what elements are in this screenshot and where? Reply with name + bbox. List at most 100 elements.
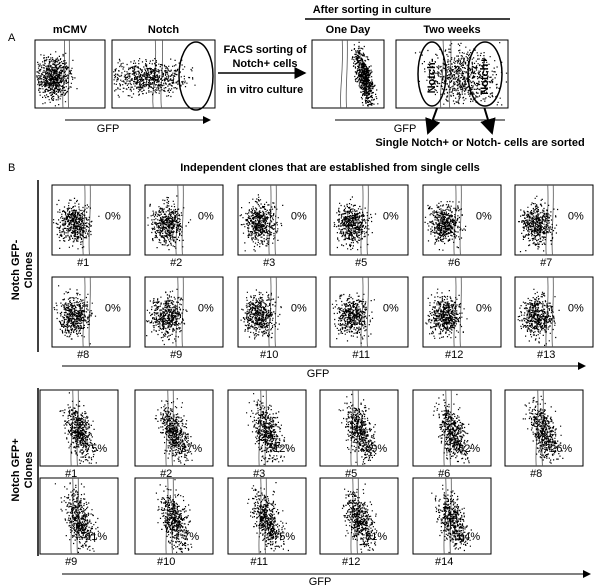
clone-id: #11 [352, 349, 370, 361]
scatter-cloud [431, 484, 472, 554]
gate [360, 184, 364, 256]
gate-label: Notch- [426, 58, 438, 93]
gate [459, 184, 462, 256]
gate [258, 389, 262, 467]
scatter-cloud [432, 393, 473, 464]
gate [181, 276, 184, 348]
clone-percent: 0% [568, 210, 584, 222]
plot-title: Two weeks [423, 24, 480, 36]
clone-percent: 0% [105, 210, 121, 222]
gate-ellipse [467, 41, 503, 107]
scatter-cloud [424, 200, 467, 251]
gate [345, 39, 348, 109]
plot-frame [514, 184, 594, 256]
clone-percent: 26% [550, 443, 572, 455]
clone-percent: 0% [291, 302, 307, 314]
clone-percent: 0% [105, 302, 121, 314]
clone-percent: 62% [458, 443, 480, 455]
sort-text: in vitro culture [227, 84, 303, 96]
gate [274, 276, 277, 348]
panel-label: A [8, 32, 16, 44]
gate [82, 276, 86, 348]
plot-frame [51, 184, 131, 256]
scatter-cloud [331, 292, 375, 344]
gate [340, 39, 343, 109]
panel-label: B [8, 162, 15, 174]
plot-frame [144, 276, 224, 348]
clone-id: #12 [342, 556, 360, 568]
gate [459, 276, 462, 348]
clone-id: #14 [435, 556, 453, 568]
clone-id: #5 [355, 257, 367, 269]
gate [274, 184, 277, 256]
clone-percent: 81% [365, 531, 387, 543]
scatter-cloud [53, 197, 100, 250]
clone-percent: 0% [198, 302, 214, 314]
gate [535, 389, 539, 467]
gate [439, 39, 444, 109]
gate [551, 184, 554, 256]
gate [165, 477, 169, 555]
scatter-cloud [155, 479, 193, 553]
clone-id: #7 [540, 257, 552, 269]
clone-id: #2 [170, 257, 182, 269]
gate-ellipse [178, 41, 214, 111]
gate [67, 39, 70, 109]
scatter-cloud [240, 289, 282, 340]
scatter-cloud [246, 393, 289, 465]
scatter-cloud [351, 41, 379, 107]
axis-label: GFP [309, 576, 332, 587]
scatter-cloud [517, 288, 560, 346]
clone-id: #5 [345, 468, 357, 480]
group-label: Notch GFP+ [10, 438, 22, 501]
scatter-cloud [425, 288, 468, 339]
clone-percent: 69% [365, 443, 387, 455]
gate [350, 389, 354, 467]
scatter-cloud [154, 398, 194, 465]
clone-id: #2 [160, 468, 172, 480]
panel-title: Independent clones that are established … [180, 162, 480, 174]
clone-percent: 12% [273, 443, 295, 455]
plot-title: Notch [148, 24, 179, 36]
clone-id: #1 [77, 257, 89, 269]
group-label: Clones [23, 452, 35, 489]
scatter-cloud [522, 395, 564, 464]
clone-id: #9 [65, 556, 77, 568]
gate-label: Notch+ [479, 57, 491, 95]
scatter-cloud [36, 51, 78, 107]
scatter-cloud [518, 195, 559, 253]
scatter-cloud [147, 195, 192, 251]
clone-id: #6 [438, 468, 450, 480]
clone-percent: 0% [476, 210, 492, 222]
clone-id: #3 [263, 257, 275, 269]
group-label: Clones [23, 252, 35, 289]
plot-frame [422, 184, 502, 256]
clone-percent: 75% [85, 443, 107, 455]
scatter-cloud [333, 196, 377, 251]
sort-text: FACS sorting of [223, 44, 306, 56]
clone-percent: 0% [383, 302, 399, 314]
clone-percent: 84% [458, 531, 480, 543]
clone-id: #10 [157, 556, 175, 568]
plot-frame [422, 276, 502, 348]
clone-id: #3 [253, 468, 265, 480]
scatter-cloud [146, 288, 188, 346]
gate [181, 184, 184, 256]
scatter-cloud [54, 482, 99, 553]
gate [366, 276, 369, 348]
gate [350, 477, 354, 555]
clone-id: #9 [170, 349, 182, 361]
clone-id: #12 [445, 349, 463, 361]
gate-ellipse [417, 41, 447, 107]
clone-id: #6 [448, 257, 460, 269]
plot-title: One Day [326, 24, 372, 36]
scatter-cloud [59, 392, 99, 464]
scatter-cloud [247, 482, 289, 553]
scatter-cloud [53, 285, 97, 345]
gate [448, 39, 452, 109]
clone-percent: 7% [183, 531, 199, 543]
scatter-cloud [113, 58, 196, 98]
sort-text: Notch+ cells [232, 58, 297, 70]
scatter-cloud [239, 194, 284, 252]
plot-frame [311, 39, 385, 109]
